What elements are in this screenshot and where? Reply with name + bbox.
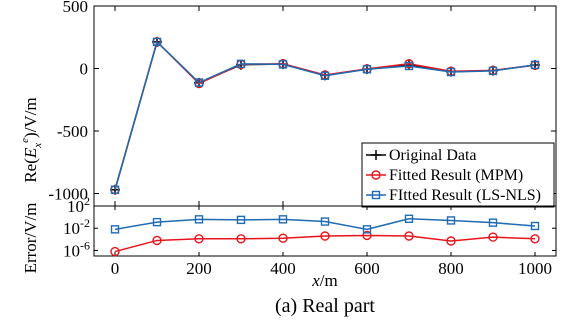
- legend-label: Original Data: [389, 147, 477, 164]
- series-line-square: [114, 40, 536, 190]
- top-y-tick-label: -500: [57, 122, 88, 141]
- x-tick-label: 800: [438, 259, 464, 278]
- x-axis-title: x/m: [311, 271, 338, 290]
- bottom-y-tick-label: 10-6: [63, 238, 90, 260]
- square-marker: [236, 59, 246, 69]
- circle-marker: [404, 231, 414, 241]
- x-tick-label: 1000: [518, 259, 552, 278]
- square-marker: [320, 217, 330, 226]
- circle-marker: [110, 246, 120, 257]
- top-y-axis-title: Re(Exe)/V/m: [19, 97, 44, 182]
- circle-marker: [488, 232, 498, 242]
- square-marker: [362, 65, 372, 74]
- circle-marker: [236, 234, 246, 244]
- bottom-y-tick-label: 10-2: [63, 216, 90, 238]
- square-marker: [530, 60, 540, 70]
- circle-marker: [446, 236, 456, 246]
- square-marker: [362, 225, 372, 234]
- legend-label: FItted Result (LS-NLS): [389, 187, 541, 204]
- legend-label: Fitted Result (MPM): [389, 167, 523, 184]
- square-marker: [110, 185, 120, 194]
- circle-marker: [278, 233, 288, 243]
- square-marker: [404, 214, 414, 223]
- square-marker: [278, 215, 288, 224]
- top-y-tick-label: 0: [80, 60, 89, 79]
- bottom-y-tick-label: 102: [67, 194, 90, 216]
- square-marker: [110, 225, 120, 234]
- x-tick-label: 0: [111, 259, 120, 278]
- circle-marker: [320, 231, 330, 241]
- circle-marker: [152, 235, 162, 246]
- square-marker: [404, 61, 414, 71]
- circle-marker: [362, 230, 372, 241]
- circle-marker: [371, 170, 381, 180]
- square-marker: [446, 216, 456, 225]
- square-marker: [194, 78, 204, 87]
- legend: Original Data Fitted Result (MPM) FItted R…: [361, 142, 555, 208]
- x-tick-label: 600: [354, 259, 380, 278]
- square-marker: [371, 190, 381, 200]
- figure-caption: (a) Real part: [275, 295, 375, 317]
- error-line-circle: [114, 234, 536, 253]
- square-marker: [530, 221, 540, 231]
- circle-marker: [194, 234, 204, 244]
- square-marker: [488, 66, 498, 76]
- square-marker: [446, 67, 456, 77]
- top-panel: 500 0 -500 -1000 Re(Exe)/V/m Original Data F…: [19, 0, 557, 208]
- square-marker: [194, 215, 204, 224]
- bottom-y-axis-title: Error/V/m: [21, 203, 40, 274]
- square-marker: [152, 217, 162, 227]
- x-axis: 0 200 400 600 800 1000: [111, 206, 552, 278]
- square-marker: [488, 218, 498, 227]
- bottom-series-layer: [110, 214, 540, 257]
- circle-marker: [530, 234, 540, 244]
- bottom-plot-frame: [93, 205, 557, 257]
- square-marker: [278, 60, 288, 69]
- top-series-layer: [110, 36, 540, 195]
- x-tick-label: 200: [186, 259, 212, 278]
- square-marker: [152, 37, 162, 47]
- legend-box: [361, 142, 555, 208]
- square-marker: [236, 215, 246, 225]
- x-tick-label: 400: [270, 259, 296, 278]
- top-y-tick-label: -1000: [48, 185, 88, 204]
- plus-marker: [371, 150, 381, 160]
- top-y-tick-label: 500: [63, 0, 89, 16]
- square-marker: [320, 71, 330, 80]
- error-line-square: [114, 218, 536, 231]
